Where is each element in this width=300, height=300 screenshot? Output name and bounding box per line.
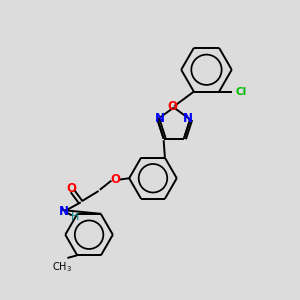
Text: N: N [155,112,165,125]
Text: O: O [66,182,76,195]
Text: O: O [110,173,120,186]
Text: N: N [183,112,193,125]
Text: Cl: Cl [236,87,247,97]
Text: O: O [167,100,177,113]
Text: N: N [58,205,68,218]
Text: CH$_3$: CH$_3$ [52,260,72,274]
Text: H: H [70,212,79,222]
